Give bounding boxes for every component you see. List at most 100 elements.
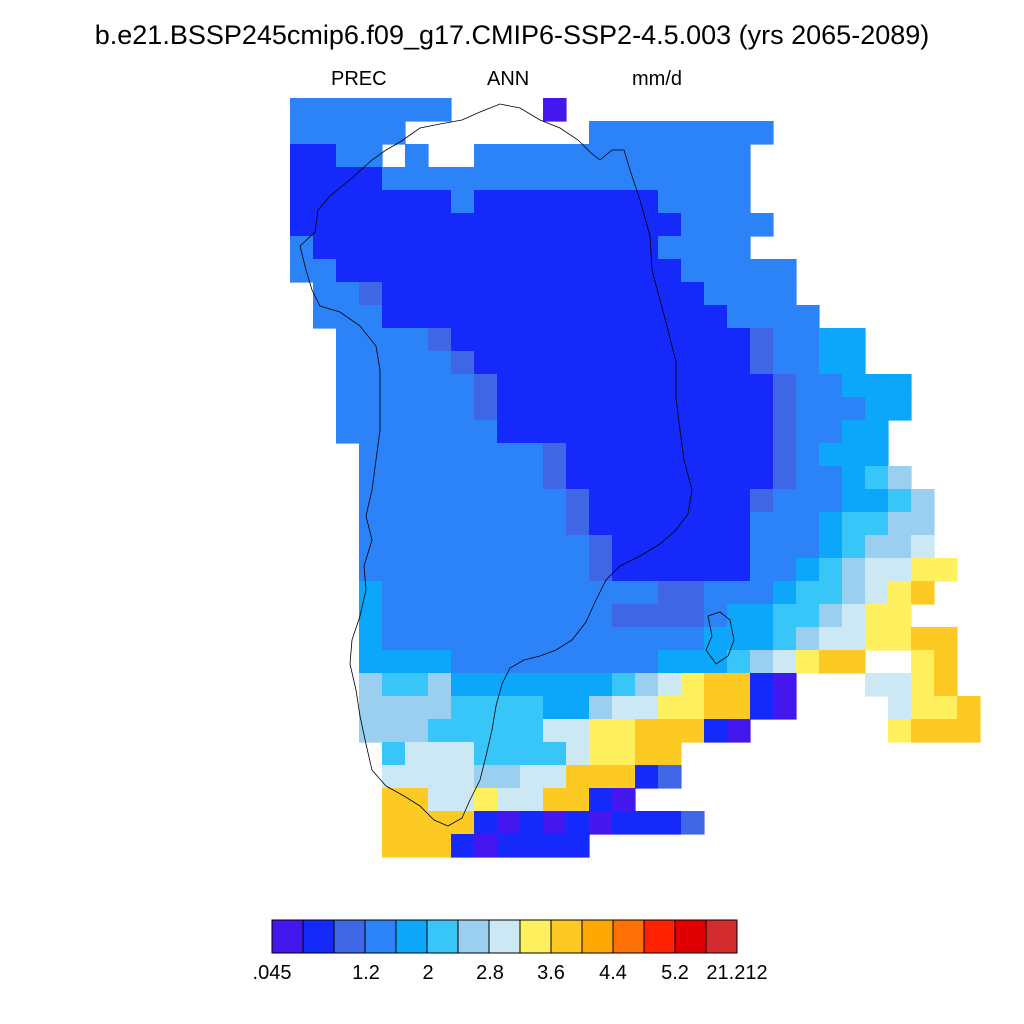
map-cell xyxy=(451,696,475,720)
map-cell xyxy=(842,420,866,444)
map-cell xyxy=(589,121,613,145)
map-cell xyxy=(497,259,521,283)
map-cell xyxy=(428,719,452,743)
map-cell xyxy=(635,351,659,375)
map-cell xyxy=(612,535,636,559)
map-cell xyxy=(773,673,797,697)
map-cell xyxy=(842,650,866,674)
map-cell xyxy=(336,144,360,168)
map-cell xyxy=(635,535,659,559)
map-cell xyxy=(658,397,682,421)
map-cell xyxy=(589,811,613,835)
map-cell xyxy=(474,420,498,444)
map-cell xyxy=(796,374,820,398)
map-cell xyxy=(704,236,728,260)
map-cell xyxy=(497,420,521,444)
map-cell xyxy=(405,259,429,283)
map-cell xyxy=(520,696,544,720)
map-cell xyxy=(888,374,912,398)
map-cell xyxy=(520,834,544,858)
map-cell xyxy=(520,650,544,674)
map-cell xyxy=(750,535,774,559)
map-cell xyxy=(382,719,406,743)
map-cell xyxy=(796,443,820,467)
map-cell xyxy=(865,374,889,398)
map-cell xyxy=(681,213,705,237)
map-cell xyxy=(428,420,452,444)
map-cell xyxy=(635,443,659,467)
map-cell xyxy=(658,144,682,168)
map-cell xyxy=(543,604,567,628)
map-cell xyxy=(428,512,452,536)
map-cell xyxy=(681,420,705,444)
map-cell xyxy=(566,535,590,559)
map-cell xyxy=(658,558,682,582)
map-cell xyxy=(704,558,728,582)
map-cell xyxy=(405,190,429,214)
map-cell xyxy=(635,420,659,444)
map-cell xyxy=(773,328,797,352)
map-cell xyxy=(727,489,751,513)
map-cell xyxy=(681,282,705,306)
map-cell xyxy=(474,811,498,835)
map-cell xyxy=(497,627,521,651)
map-cell xyxy=(520,512,544,536)
colorbar-label: 1.2 xyxy=(352,962,380,984)
map-cell xyxy=(451,834,475,858)
map-cell xyxy=(474,374,498,398)
map-cell xyxy=(911,489,935,513)
map-cell xyxy=(635,581,659,605)
map-cell xyxy=(520,765,544,789)
map-cell xyxy=(520,742,544,766)
map-cell xyxy=(658,282,682,306)
map-cell xyxy=(911,535,935,559)
map-cell xyxy=(359,696,383,720)
map-cell xyxy=(520,558,544,582)
map-cell xyxy=(543,236,567,260)
map-cell xyxy=(750,374,774,398)
map-cell xyxy=(405,397,429,421)
map-cell xyxy=(612,420,636,444)
map-cell xyxy=(612,259,636,283)
map-cell xyxy=(612,121,636,145)
map-cell xyxy=(382,489,406,513)
map-cell xyxy=(336,98,360,122)
map-cell xyxy=(589,466,613,490)
map-cell xyxy=(359,121,383,145)
map-cell xyxy=(543,834,567,858)
map-cell xyxy=(405,765,429,789)
map-cell xyxy=(290,167,314,191)
map-cell xyxy=(658,213,682,237)
map-cell xyxy=(681,696,705,720)
colorbar-box xyxy=(550,919,583,954)
map-cell xyxy=(474,650,498,674)
map-cell xyxy=(474,305,498,329)
map-cell xyxy=(520,811,544,835)
map-cell xyxy=(520,213,544,237)
map-cell xyxy=(359,719,383,743)
colorbar-box xyxy=(333,919,366,954)
colorbar-label: 2 xyxy=(422,962,434,984)
period-label: ANN xyxy=(487,68,530,90)
map-cell xyxy=(750,512,774,536)
map-cell xyxy=(428,696,452,720)
map-cell xyxy=(382,98,406,122)
map-cell xyxy=(750,121,774,145)
map-cell xyxy=(474,144,498,168)
map-cell xyxy=(704,305,728,329)
map-cell xyxy=(428,259,452,283)
map-cell xyxy=(543,167,567,191)
map-cell xyxy=(750,328,774,352)
map-cell xyxy=(497,604,521,628)
map-cell xyxy=(635,489,659,513)
map-cell xyxy=(681,512,705,536)
map-cell xyxy=(773,535,797,559)
map-cell xyxy=(359,420,383,444)
map-cell xyxy=(704,397,728,421)
map-cell xyxy=(819,558,843,582)
map-cell xyxy=(428,650,452,674)
map-cell xyxy=(405,742,429,766)
map-cell xyxy=(336,282,360,306)
map-cell xyxy=(704,535,728,559)
map-cell xyxy=(474,236,498,260)
